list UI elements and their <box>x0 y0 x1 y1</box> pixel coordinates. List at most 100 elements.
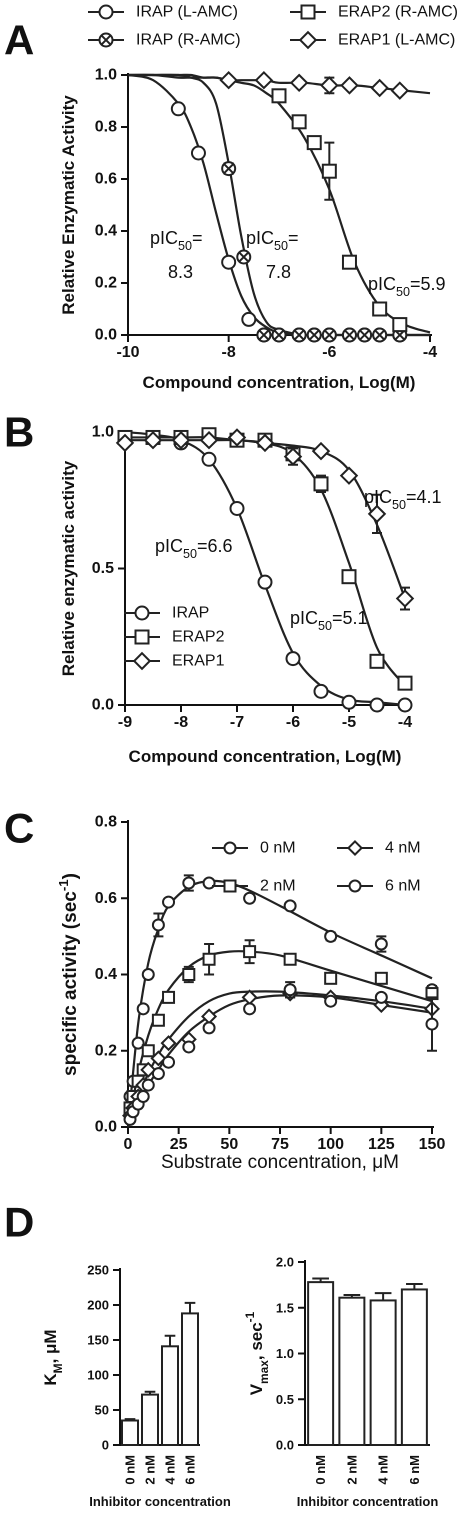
marker <box>162 1055 176 1069</box>
marker-cross <box>100 34 112 46</box>
marker <box>143 430 163 450</box>
marker <box>289 73 309 93</box>
label-part: pIC <box>150 228 178 248</box>
y-tick-label: 0 <box>102 1438 109 1453</box>
y-tick-label: 1.5 <box>276 1300 294 1315</box>
y-tick-label: 1.0 <box>92 424 114 441</box>
annotation: pIC50=4.1 <box>364 487 442 512</box>
legend-marker <box>223 879 237 893</box>
label-part: = <box>192 228 203 248</box>
y-tick-label: 0.6 <box>95 890 117 907</box>
marker <box>283 952 297 966</box>
x-tick-label: -6 <box>286 714 300 731</box>
y-tick-label: 100 <box>87 1368 109 1383</box>
y-tick-label: 0.8 <box>95 119 117 136</box>
legend-marker <box>346 839 364 857</box>
x-axis-label: Compound concentration, Log(M) <box>143 373 416 392</box>
marker <box>160 1035 177 1052</box>
label-part: =5.9 <box>410 274 446 294</box>
bar <box>161 1345 179 1447</box>
marker <box>283 899 297 913</box>
x-tick-label: -5 <box>342 714 356 731</box>
marker <box>369 653 385 669</box>
bar <box>121 1419 139 1446</box>
marker <box>182 968 196 981</box>
fit-curve <box>127 73 431 334</box>
marker <box>370 78 389 98</box>
legend-marker <box>298 30 318 50</box>
marker <box>367 504 387 524</box>
annotation: pIC50=6.6 <box>155 536 233 561</box>
label-part: , sec <box>247 1322 266 1360</box>
marker <box>372 301 388 317</box>
fit-curve <box>127 73 431 95</box>
x-tick-label: -8 <box>222 344 236 361</box>
error-bar <box>164 1334 176 1347</box>
marker <box>425 1017 439 1031</box>
annotation: pIC50=5.1 <box>290 608 368 633</box>
label-part: = <box>288 228 299 248</box>
marker <box>162 990 176 1004</box>
marker <box>374 937 388 951</box>
x-tick-label: -4 <box>423 344 437 361</box>
legend-label: IRAP (R-AMC) <box>136 32 241 49</box>
x-tick-label: -9 <box>118 714 132 731</box>
marker <box>162 895 176 909</box>
y-tick-label: 0.0 <box>95 1119 117 1136</box>
y-tick-label: 0.6 <box>95 171 117 188</box>
x-tick-label: 6 nM <box>407 1455 422 1485</box>
y-tick-label: 150 <box>87 1333 109 1348</box>
marker <box>243 945 257 959</box>
legend-label: ERAP2 (R-AMC) <box>338 4 458 21</box>
legend-marker <box>134 605 150 621</box>
marker <box>254 70 274 90</box>
y-tick-label: 50 <box>95 1403 109 1418</box>
marker <box>141 1078 155 1092</box>
legend-label: 6 nM <box>385 878 421 895</box>
marker-cross <box>273 329 285 341</box>
label-part: K <box>41 1373 60 1386</box>
label-part: =5.1 <box>332 608 368 628</box>
x-tick-label: -8 <box>174 714 188 731</box>
marker <box>324 971 338 985</box>
x-tick-label: 2 nM <box>344 1455 359 1485</box>
marker <box>285 651 301 667</box>
label-part: 50 <box>318 619 332 633</box>
marker <box>255 433 275 453</box>
label-part: pIC <box>290 608 318 628</box>
marker <box>341 694 357 710</box>
legend-marker <box>132 651 152 671</box>
label-part: pIC <box>364 487 392 507</box>
legend-marker <box>98 4 114 20</box>
fit-curve <box>124 436 406 687</box>
label-part: =4.1 <box>406 487 442 507</box>
legend-label: IRAP <box>172 605 209 622</box>
bar <box>369 1299 397 1447</box>
y-tick-label: 0.4 <box>95 223 117 240</box>
label-part: pIC <box>155 536 183 556</box>
marker <box>202 952 216 966</box>
x-tick-label: 0 <box>124 1136 133 1153</box>
label-part: =6.6 <box>197 536 233 556</box>
marker <box>313 683 329 699</box>
y-axis-label: KM, μM <box>41 1329 65 1385</box>
marker <box>311 441 331 461</box>
x-axis-label: Inhibitor concentration <box>89 1494 231 1509</box>
marker <box>141 968 155 981</box>
legend-marker <box>348 879 362 893</box>
marker <box>182 1040 196 1054</box>
x-tick-label: 0 nM <box>313 1455 328 1485</box>
marker <box>201 1008 218 1025</box>
x-tick-label: 4 nM <box>376 1455 391 1485</box>
marker <box>283 983 297 997</box>
label-part: -1 <box>56 879 71 891</box>
marker <box>374 971 388 985</box>
bar <box>181 1312 199 1447</box>
annotation: 8.3 <box>168 262 193 282</box>
marker <box>341 254 357 270</box>
marker <box>283 447 303 466</box>
legend-label: 0 nM <box>260 840 296 857</box>
marker-cross <box>258 329 270 341</box>
marker <box>199 430 219 450</box>
